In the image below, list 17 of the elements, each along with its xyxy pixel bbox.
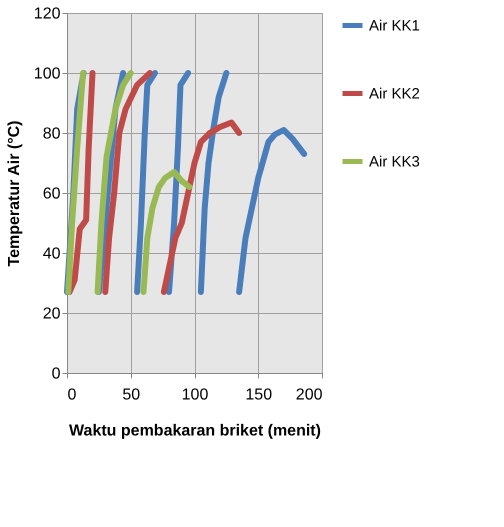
y-tick-label: 100 bbox=[34, 66, 61, 82]
x-tick-label: 50 bbox=[122, 386, 140, 404]
legend-label: Air KK1 bbox=[369, 18, 420, 34]
y-tick-label: 0 bbox=[52, 366, 61, 382]
x-tick-label: 150 bbox=[245, 386, 272, 404]
y-tick-label: 120 bbox=[34, 6, 61, 22]
x-tick-label: 100 bbox=[182, 386, 208, 404]
x-tick-label: 200 bbox=[296, 386, 323, 404]
y-axis-title: Temperatur Air (°C) bbox=[6, 120, 23, 266]
x-axis-title: Waktu pembakaran briket (menit) bbox=[69, 422, 321, 440]
y-tick-label: 80 bbox=[42, 126, 61, 142]
y-tick-label: 20 bbox=[42, 306, 61, 322]
legend-label: Air KK3 bbox=[369, 154, 420, 170]
y-tick-label: 60 bbox=[42, 186, 61, 202]
x-tick-label: 0 bbox=[68, 386, 76, 404]
y-tick-label: 40 bbox=[42, 246, 61, 262]
legend-label: Air KK2 bbox=[369, 86, 420, 102]
